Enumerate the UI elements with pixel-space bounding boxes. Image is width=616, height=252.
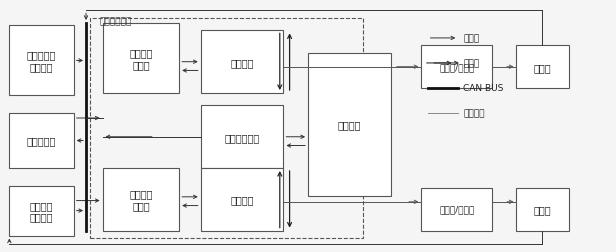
- Text: 信号线: 信号线: [463, 34, 479, 43]
- Text: 前主减/差速器: 前主减/差速器: [439, 63, 474, 72]
- FancyBboxPatch shape: [421, 46, 492, 89]
- Text: 机械连接: 机械连接: [463, 109, 485, 118]
- Text: 后主减/差速器: 后主减/差速器: [439, 205, 474, 214]
- FancyBboxPatch shape: [201, 106, 283, 168]
- Text: 前轴电机
控制器: 前轴电机 控制器: [129, 48, 153, 70]
- FancyBboxPatch shape: [516, 188, 569, 231]
- Text: 整车控制器: 整车控制器: [27, 136, 56, 146]
- FancyBboxPatch shape: [103, 168, 179, 231]
- Text: 动力控制系统: 动力控制系统: [100, 17, 132, 26]
- Text: 动力电池: 动力电池: [338, 120, 361, 130]
- FancyBboxPatch shape: [9, 26, 74, 96]
- Text: 能量线: 能量线: [463, 59, 479, 68]
- FancyBboxPatch shape: [308, 54, 391, 196]
- Text: 后轴电机: 后轴电机: [230, 195, 254, 205]
- Text: CAN BUS: CAN BUS: [463, 84, 503, 93]
- FancyBboxPatch shape: [201, 31, 283, 93]
- Text: 后轴电机
控制器: 后轴电机 控制器: [129, 189, 153, 210]
- FancyBboxPatch shape: [103, 24, 179, 93]
- Text: 前车轮: 前车轮: [533, 62, 551, 72]
- FancyBboxPatch shape: [421, 188, 492, 231]
- Text: 驾驶员意图
识别模块: 驾驶员意图 识别模块: [27, 50, 56, 72]
- Text: 前轴电机: 前轴电机: [230, 57, 254, 68]
- FancyBboxPatch shape: [9, 186, 74, 236]
- FancyBboxPatch shape: [201, 168, 283, 231]
- FancyBboxPatch shape: [9, 114, 74, 168]
- Text: 车辆工况
判断模块: 车辆工况 判断模块: [30, 200, 54, 222]
- Text: 后车轮: 后车轮: [533, 205, 551, 214]
- FancyBboxPatch shape: [516, 46, 569, 89]
- Text: 电池管理系统: 电池管理系统: [224, 132, 260, 142]
